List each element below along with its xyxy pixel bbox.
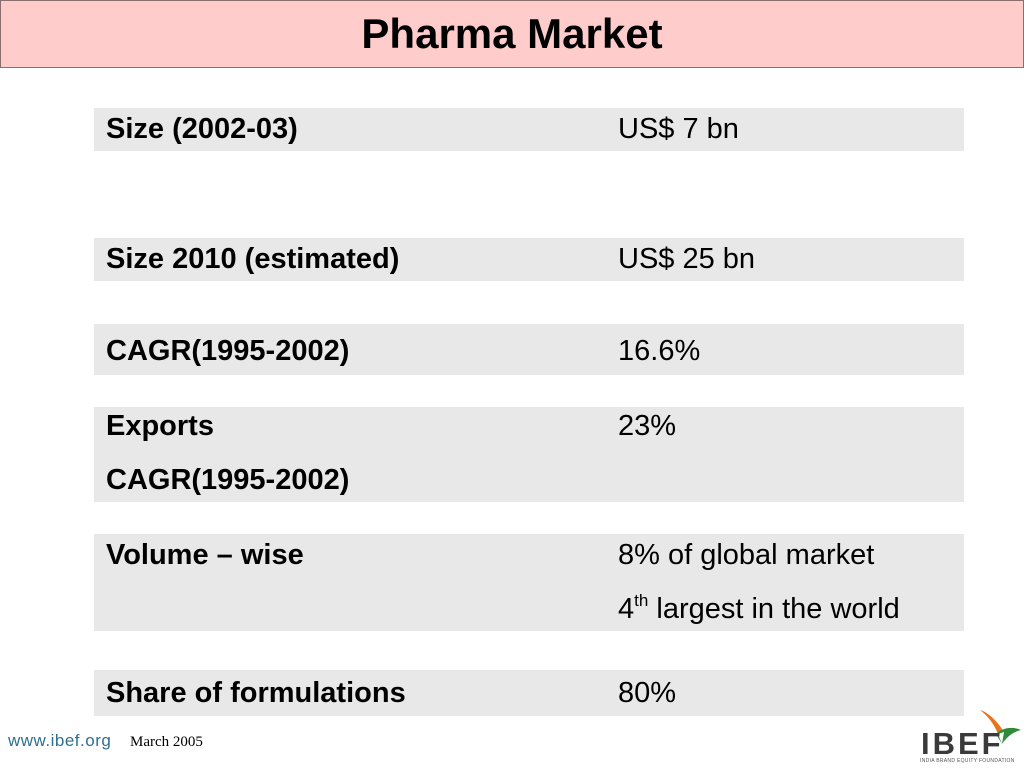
row-label-line: CAGR(1995-2002) — [106, 335, 350, 367]
table-row: Size 2010 (estimated) US$ 25 bn — [94, 238, 964, 281]
row-label-line: Share of formulations — [106, 677, 406, 709]
row-label: Size (2002-03) — [106, 110, 298, 148]
table-row: Share of formulations 80% — [94, 670, 964, 716]
row-value: US$ 7 bn — [618, 110, 739, 148]
ibef-logo: IBEF INDIA BRAND EQUITY FOUNDATION — [918, 708, 1022, 766]
footer-date: March 2005 — [130, 734, 203, 750]
row-label: Size 2010 (estimated) — [106, 240, 399, 278]
row-value: 80% — [618, 674, 676, 712]
title-bar: Pharma Market — [0, 0, 1024, 68]
ordinal-text: largest in the world — [648, 593, 900, 625]
row-value-line: 80% — [618, 677, 677, 709]
row-value-line: 16.6% — [618, 335, 701, 367]
row-value: 16.6% — [618, 332, 700, 370]
table-row: CAGR(1995-2002) 16.6% — [94, 324, 964, 375]
row-label: CAGR(1995-2002) — [106, 332, 349, 370]
logo-tagline: INDIA BRAND EQUITY FOUNDATION — [920, 758, 1015, 764]
row-label-line: Exports — [106, 410, 214, 442]
row-value-line: 8% of global market — [618, 539, 875, 571]
footer-url[interactable]: www.ibef.org — [8, 731, 112, 750]
row-label: Volume – wise — [106, 536, 304, 574]
row-label: Share of formulations — [106, 674, 406, 712]
row-label-line: Size 2010 (estimated) — [106, 243, 400, 275]
row-value-line: US$ 7 bn — [618, 113, 739, 145]
row-label: Exports CAGR(1995-2002) — [106, 407, 349, 499]
row-value: 8% of global market 4th largest in the w… — [618, 536, 900, 628]
table-row: Exports CAGR(1995-2002) 23% — [94, 407, 964, 502]
row-label-line: Size (2002-03) — [106, 113, 298, 145]
ordinal-suffix: th — [634, 591, 649, 610]
table-row: Volume – wise 8% of global market 4th la… — [94, 534, 964, 631]
bird-icon — [980, 710, 1021, 744]
row-label-line: Volume – wise — [106, 539, 304, 571]
logo-text: IBEF — [921, 726, 1004, 761]
row-value: US$ 25 bn — [618, 240, 755, 278]
table-row: Size (2002-03) US$ 7 bn — [94, 108, 964, 151]
row-value: 23% — [618, 407, 676, 445]
row-value-line: 23% — [618, 410, 677, 442]
row-value-line: 4th largest in the world — [618, 590, 900, 628]
ordinal-number: 4 — [618, 593, 635, 625]
slide-title: Pharma Market — [361, 10, 663, 57]
row-value-line: US$ 25 bn — [618, 243, 756, 275]
row-label-line: CAGR(1995-2002) — [106, 464, 350, 496]
